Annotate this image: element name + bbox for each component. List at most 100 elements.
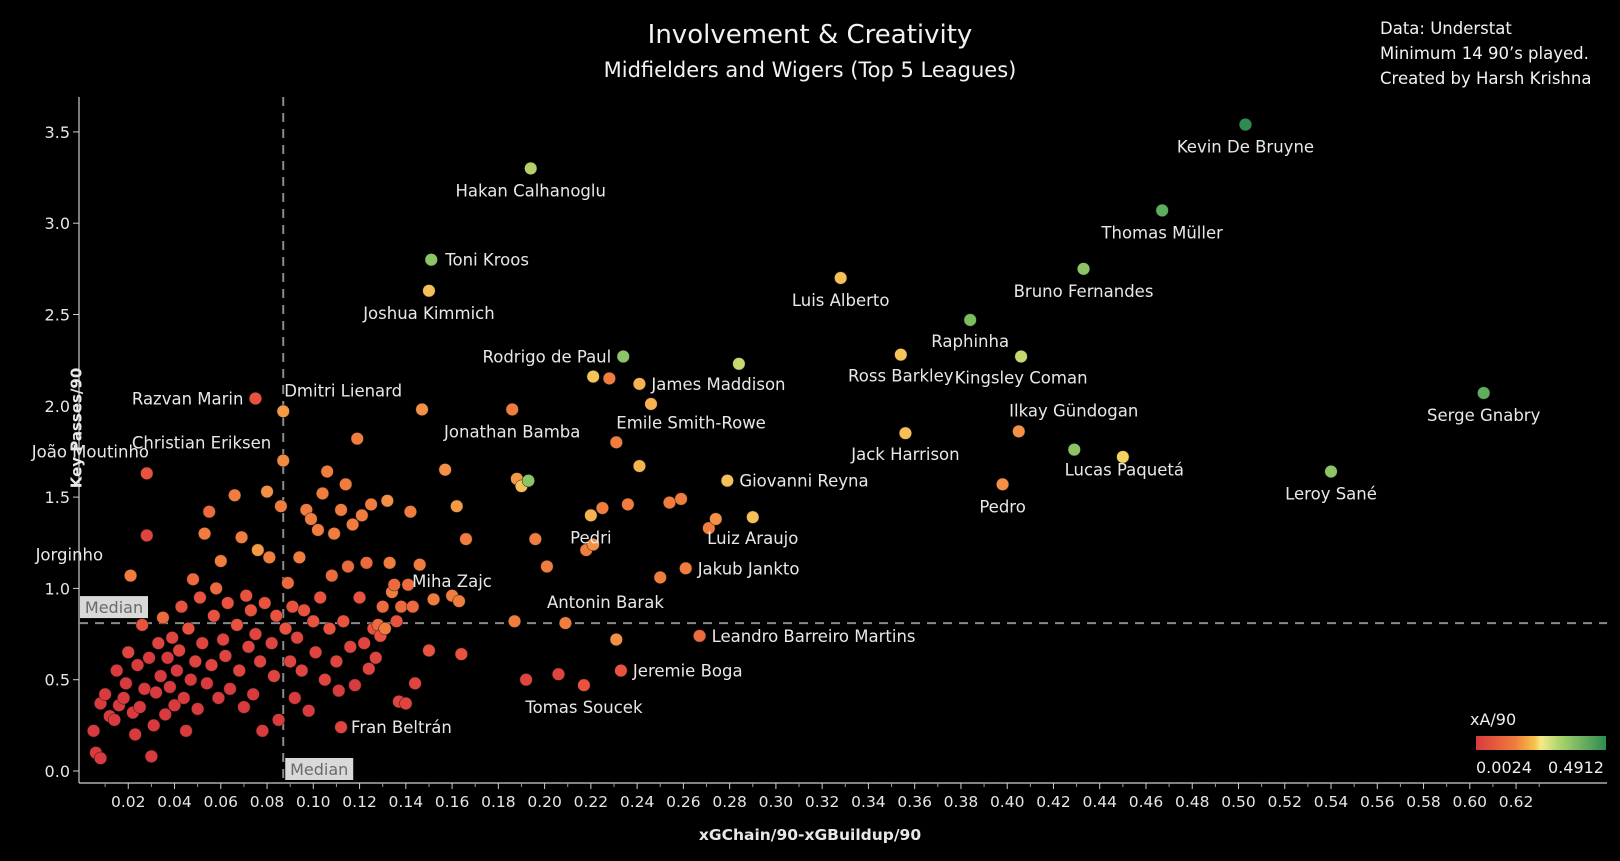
data-point	[376, 600, 390, 614]
point-label: Joshua Kimmich	[362, 304, 495, 323]
data-point	[281, 576, 295, 590]
data-point	[285, 600, 300, 614]
data-point	[602, 371, 616, 385]
point-label: Pedri	[570, 528, 611, 547]
median-x-label-box	[285, 758, 354, 780]
x-axis-label: xGChain/90-xGBuildup/90	[698, 826, 922, 844]
data-point	[269, 609, 283, 623]
point-label: Raphinha	[931, 332, 1009, 351]
data-point	[586, 538, 600, 552]
data-point	[350, 432, 364, 446]
data-point	[339, 477, 353, 491]
data-point	[278, 622, 293, 636]
data-point	[399, 696, 413, 710]
x-tick-label: 0.46	[1129, 793, 1164, 811]
data-point	[142, 651, 156, 665]
data-point	[186, 572, 200, 586]
data-point	[369, 651, 383, 665]
point-label: Thomas Müller	[1100, 223, 1223, 242]
data-point	[297, 603, 311, 617]
y-tick-label: 2.0	[45, 397, 70, 416]
data-point	[163, 680, 177, 694]
data-point	[144, 749, 158, 763]
point-label: Kevin De Bruyne	[1177, 138, 1314, 157]
data-point	[174, 600, 189, 614]
y-tick-label: 0.5	[45, 671, 70, 690]
data-point-labeled	[334, 720, 348, 734]
point-label: Jorginho	[35, 546, 104, 565]
data-point	[427, 592, 441, 606]
x-tick-label: 0.04	[157, 793, 192, 811]
data-point	[364, 497, 378, 511]
data-point	[272, 713, 286, 727]
point-label: Rodrigo de Paul	[483, 347, 612, 366]
data-point	[98, 687, 112, 701]
x-tick-label: 0.30	[759, 793, 794, 811]
data-point	[158, 707, 172, 721]
data-point	[93, 751, 108, 765]
data-point-labeled	[524, 161, 538, 175]
data-point	[221, 596, 235, 610]
data-point-labeled	[1324, 464, 1338, 479]
data-point	[732, 357, 746, 371]
x-tick-label: 0.02	[111, 793, 146, 811]
data-point-labeled	[558, 616, 572, 630]
data-point	[304, 512, 318, 526]
x-tick-label: 0.44	[1082, 793, 1117, 811]
data-point	[211, 691, 226, 705]
data-point	[193, 590, 207, 605]
data-point	[253, 654, 267, 668]
data-point	[702, 521, 716, 535]
x-tick-label: 0.48	[1175, 793, 1210, 811]
x-tick-label: 0.52	[1268, 793, 1303, 811]
data-point-labeled	[609, 435, 623, 449]
x-tick-label: 0.26	[666, 793, 701, 811]
data-point	[295, 664, 309, 678]
x-tick-label: 0.34	[851, 793, 886, 811]
x-tick-label: 0.54	[1314, 793, 1349, 811]
data-point	[255, 724, 269, 738]
data-point	[288, 691, 302, 705]
data-point	[290, 631, 304, 645]
x-tick-label: 0.20	[527, 793, 562, 811]
point-label: Jack Harrison	[850, 445, 959, 464]
y-tick-label: 1.5	[45, 488, 70, 507]
y-tick-label: 0.0	[45, 762, 70, 781]
data-point	[216, 632, 230, 647]
point-label: Razvan Marin	[132, 389, 244, 408]
data-point	[595, 501, 609, 515]
data-point	[346, 517, 360, 532]
point-label: Pedro	[979, 497, 1026, 516]
data-point	[237, 700, 251, 714]
x-tick-label: 0.36	[897, 793, 932, 811]
point-label: João Moutinho	[31, 442, 149, 461]
data-point-labeled	[1155, 203, 1169, 217]
color-legend-max: 0.4912	[1548, 758, 1604, 777]
data-point	[170, 664, 184, 678]
x-tick-label: 0.50	[1221, 793, 1256, 811]
data-point	[151, 636, 165, 650]
data-point	[1116, 450, 1130, 464]
x-tick-label: 0.22	[574, 793, 609, 811]
point-label: Lucas Paquetá	[1065, 461, 1184, 480]
data-point	[214, 554, 228, 568]
data-point	[390, 614, 404, 628]
data-point	[195, 636, 209, 650]
data-point	[336, 614, 350, 628]
data-point	[306, 614, 320, 628]
data-point	[325, 569, 339, 583]
data-point	[149, 685, 163, 700]
point-label: Hakan Calhanoglu	[455, 181, 605, 200]
color-legend-title: xA/90	[1470, 710, 1517, 729]
data-point-labeled	[124, 569, 138, 583]
data-point	[137, 682, 152, 696]
data-point-labeled	[632, 377, 646, 391]
data-point	[348, 678, 362, 692]
data-point	[586, 370, 600, 384]
y-tick-label: 1.0	[45, 579, 70, 598]
note-minimum: Minimum 14 90’s played.	[1380, 44, 1589, 63]
data-point	[394, 600, 408, 614]
data-point	[311, 523, 325, 537]
data-point	[662, 496, 677, 510]
point-label: Jeremie Boga	[632, 662, 743, 681]
